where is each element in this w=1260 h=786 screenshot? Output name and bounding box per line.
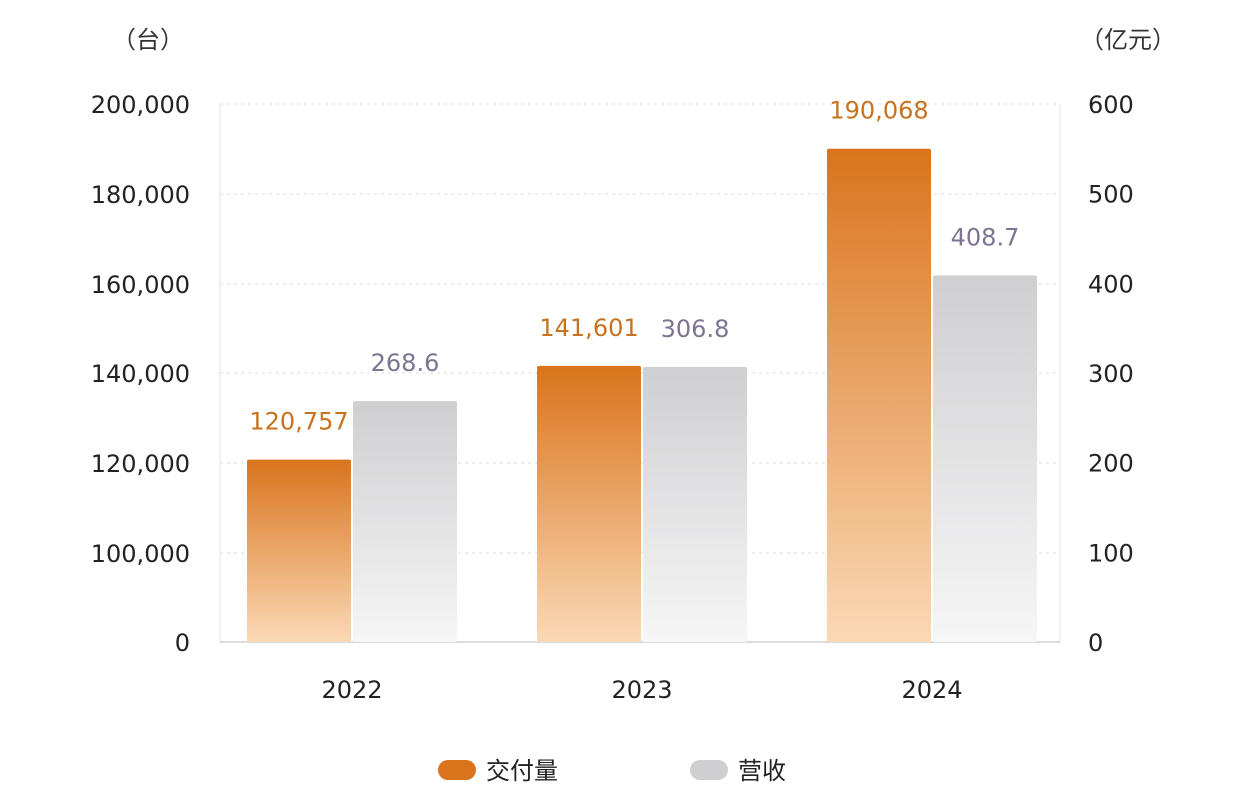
bar-revenue-2022 xyxy=(353,401,457,642)
bar-revenue-2024 xyxy=(933,275,1037,642)
category-label-2024: 2024 xyxy=(901,676,962,704)
value-labels: 120,757 268.6 141,601 306.8 190,068 408.7 xyxy=(249,97,1019,436)
category-label-2022: 2022 xyxy=(321,676,382,704)
legend-swatch-deliveries xyxy=(438,760,476,780)
data-label-deliveries-2022: 120,757 xyxy=(249,408,348,436)
legend-label-deliveries: 交付量 xyxy=(486,757,558,785)
axes: （台） （亿元） 0 100,000 120,000 140,000 160,000 18… xyxy=(91,26,1176,704)
right-axis-unit: （亿元） xyxy=(1080,26,1176,54)
category-label-2023: 2023 xyxy=(611,676,672,704)
data-label-revenue-2023: 306.8 xyxy=(661,315,730,343)
right-tick-label: 300 xyxy=(1088,360,1134,388)
right-tick-label: 200 xyxy=(1088,450,1134,478)
bar-deliveries-2024 xyxy=(827,148,931,642)
left-axis-unit: （台） xyxy=(112,26,184,54)
left-tick-label: 140,000 xyxy=(91,360,190,388)
data-label-revenue-2024: 408.7 xyxy=(951,224,1020,252)
right-tick-label: 100 xyxy=(1088,539,1134,567)
data-label-deliveries-2023: 141,601 xyxy=(539,314,638,342)
left-tick-label: 160,000 xyxy=(91,271,190,299)
data-label-revenue-2022: 268.6 xyxy=(371,349,440,377)
right-tick-label: 600 xyxy=(1088,91,1134,119)
right-tick-label: 400 xyxy=(1088,270,1134,298)
left-tick-label: 100,000 xyxy=(91,540,190,568)
left-tick-label: 200,000 xyxy=(91,91,190,119)
bars xyxy=(247,148,1037,642)
legend: 交付量 营收 xyxy=(438,757,786,785)
data-label-deliveries-2024: 190,068 xyxy=(829,97,928,125)
bar-deliveries-2023 xyxy=(537,365,641,642)
right-tick-label: 500 xyxy=(1088,181,1134,209)
left-tick-label: 0 xyxy=(175,629,190,657)
bar-revenue-2023 xyxy=(643,366,747,642)
bar-deliveries-2022 xyxy=(247,459,351,642)
legend-label-revenue: 营收 xyxy=(738,757,786,785)
left-tick-label: 180,000 xyxy=(91,181,190,209)
left-tick-label: 120,000 xyxy=(91,450,190,478)
legend-swatch-revenue xyxy=(690,760,728,780)
right-tick-label: 0 xyxy=(1088,629,1103,657)
